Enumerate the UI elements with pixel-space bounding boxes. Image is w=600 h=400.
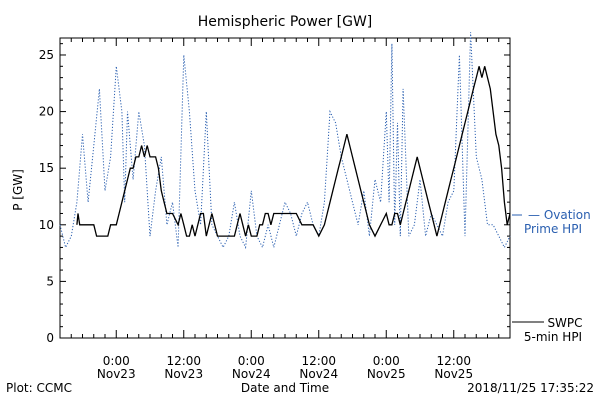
x-tick-date-label: Nov24 bbox=[299, 367, 338, 381]
x-tick-time-label: 12:00 bbox=[166, 354, 201, 368]
y-axis-label: P [GW] bbox=[11, 169, 25, 211]
y-axis: 0 5 10 15 20 25 bbox=[39, 43, 510, 345]
legend-ovation-line1: — Ovation bbox=[528, 208, 591, 222]
x-tick-time-label: 12:00 bbox=[301, 354, 336, 368]
y-tick-label: 15 bbox=[39, 161, 54, 175]
x-tick-date-label: Nov23 bbox=[97, 367, 136, 381]
y-tick-label: 5 bbox=[46, 274, 54, 288]
plot-frame bbox=[59, 37, 511, 339]
footer-left: Plot: CCMC bbox=[6, 381, 72, 395]
legend-swpc-line1: SWPC bbox=[547, 316, 582, 330]
legend-swpc-line2: 5-min HPI bbox=[524, 330, 582, 344]
x-tick-time-label: 0:00 bbox=[373, 354, 400, 368]
x-tick-date-label: Nov25 bbox=[434, 367, 473, 381]
y-tick-label: 0 bbox=[46, 331, 54, 345]
y-tick-label: 25 bbox=[39, 48, 54, 62]
series-layer bbox=[59, 32, 511, 250]
y-tick-label: 20 bbox=[39, 105, 54, 119]
x-tick-date-label: Nov25 bbox=[367, 367, 406, 381]
y-tick-label: 10 bbox=[39, 218, 54, 232]
x-tick-time-label: 0:00 bbox=[238, 354, 265, 368]
footer-right: 2018/11/25 17:35:22 bbox=[467, 381, 594, 395]
legend-ovation-line2: Prime HPI bbox=[524, 222, 582, 236]
x-axis: 0:00Nov2312:00Nov230:00Nov2412:00Nov240:… bbox=[70, 38, 511, 381]
x-tick-date-label: Nov23 bbox=[164, 367, 203, 381]
x-axis-label: Date and Time bbox=[241, 381, 329, 395]
x-tick-date-label: Nov24 bbox=[232, 367, 271, 381]
x-tick-time-label: 12:00 bbox=[436, 354, 471, 368]
series-swpc-line bbox=[76, 66, 511, 238]
x-tick-time-label: 0:00 bbox=[103, 354, 130, 368]
chart-title: Hemispheric Power [GW] bbox=[198, 14, 373, 30]
